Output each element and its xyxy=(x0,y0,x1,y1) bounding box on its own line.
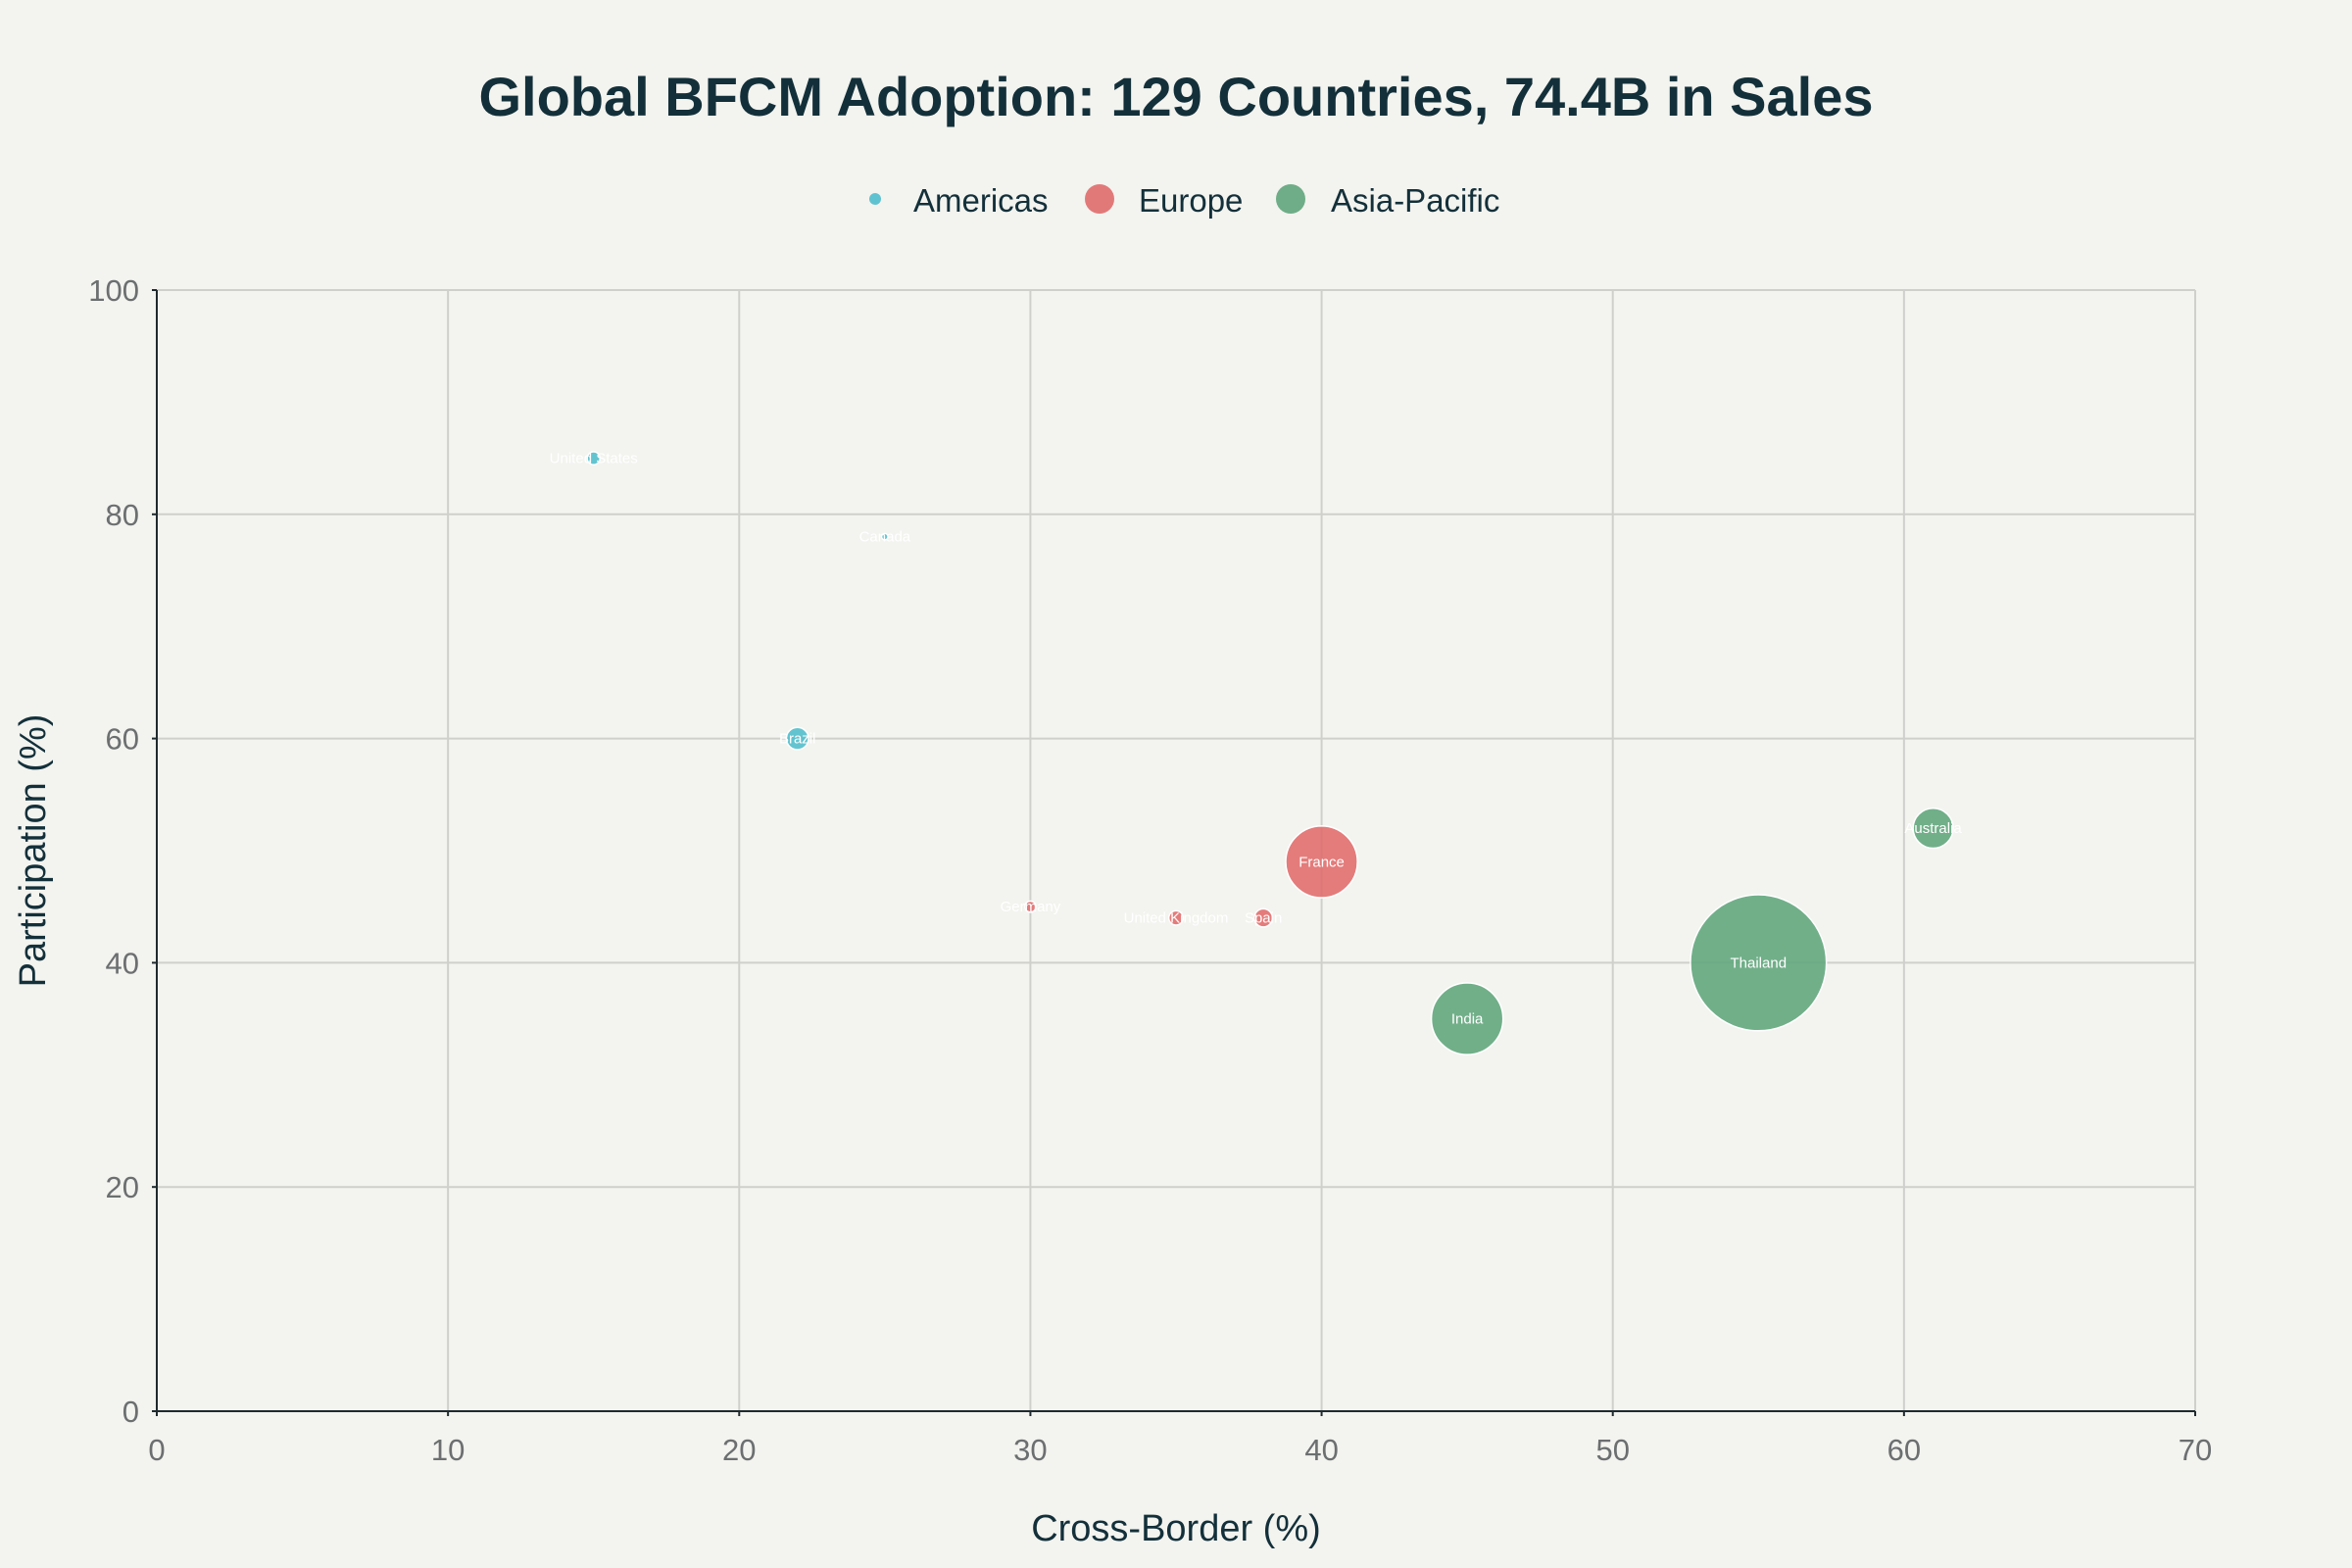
legend-label-americas: Americas xyxy=(913,182,1049,219)
x-axis-title: Cross-Border (%) xyxy=(1031,1508,1321,1549)
bubble-spain[interactable] xyxy=(1253,907,1274,928)
point-label-canada: Canada xyxy=(859,529,911,546)
x-tick-label-60: 60 xyxy=(1887,1433,1921,1467)
x-tick-label-30: 30 xyxy=(1013,1433,1047,1467)
bubble-thailand[interactable] xyxy=(1690,894,1828,1032)
point-label-brazil: Brazil xyxy=(779,731,816,748)
legend: Americas Europe Asia-Pacific xyxy=(869,182,1499,219)
y-tick-label-20: 20 xyxy=(106,1170,139,1204)
x-tick-label-10: 10 xyxy=(431,1433,465,1467)
legend-item-americas[interactable]: Americas xyxy=(869,182,1049,219)
point-label-thailand: Thailand xyxy=(1731,955,1788,971)
legend-label-asia-pacific: Asia-Pacific xyxy=(1331,182,1499,219)
point-label-france: France xyxy=(1298,854,1345,870)
bubble-united-states[interactable] xyxy=(586,451,602,466)
point-label-india: India xyxy=(1451,1011,1484,1028)
axes xyxy=(152,289,2196,1416)
y-tick-label-40: 40 xyxy=(106,946,139,980)
bubble-germany[interactable] xyxy=(1024,900,1037,913)
legend-swatch-asia-pacific xyxy=(1276,184,1305,214)
bubbles xyxy=(586,451,1954,1055)
chart-title: Global BFCM Adoption: 129 Countries, 74.… xyxy=(478,66,1873,127)
legend-item-europe[interactable]: Europe xyxy=(1085,182,1243,219)
legend-label-europe: Europe xyxy=(1139,182,1243,219)
bubble-united-kingdom[interactable] xyxy=(1167,909,1185,926)
y-tick-label-60: 60 xyxy=(106,722,139,757)
x-tick-label-70: 70 xyxy=(2179,1433,2212,1467)
tick-labels: 0 10 20 30 40 50 60 70 0 20 40 60 80 100 xyxy=(88,273,2212,1467)
bubble-canada[interactable] xyxy=(880,532,889,541)
bubble-brazil[interactable] xyxy=(785,726,809,751)
point-label-united-states: United States xyxy=(550,451,638,467)
point-labels: Thailand France India Australia Brazil Spain U… xyxy=(550,451,1963,1028)
point-label-united-kingdom: United Kingdom xyxy=(1124,910,1229,927)
point-label-spain: Spain xyxy=(1245,910,1282,927)
y-tick-label-0: 0 xyxy=(122,1395,139,1429)
bubble-india[interactable] xyxy=(1430,982,1504,1055)
x-tick-label-50: 50 xyxy=(1595,1433,1629,1467)
legend-swatch-americas xyxy=(869,193,881,205)
x-tick-label-40: 40 xyxy=(1304,1433,1338,1467)
point-label-australia: Australia xyxy=(1904,820,1962,837)
bubble-france[interactable] xyxy=(1285,825,1358,899)
y-tick-label-100: 100 xyxy=(88,273,139,308)
x-tick-label-20: 20 xyxy=(722,1433,756,1467)
point-label-germany: Germany xyxy=(1001,899,1061,915)
legend-item-asia-pacific[interactable]: Asia-Pacific xyxy=(1276,182,1499,219)
x-tick-label-0: 0 xyxy=(148,1433,165,1467)
y-tick-label-80: 80 xyxy=(106,498,139,532)
bubble-australia[interactable] xyxy=(1912,807,1954,850)
legend-swatch-europe xyxy=(1085,184,1114,214)
y-axis-title: Participation (%) xyxy=(13,714,54,988)
